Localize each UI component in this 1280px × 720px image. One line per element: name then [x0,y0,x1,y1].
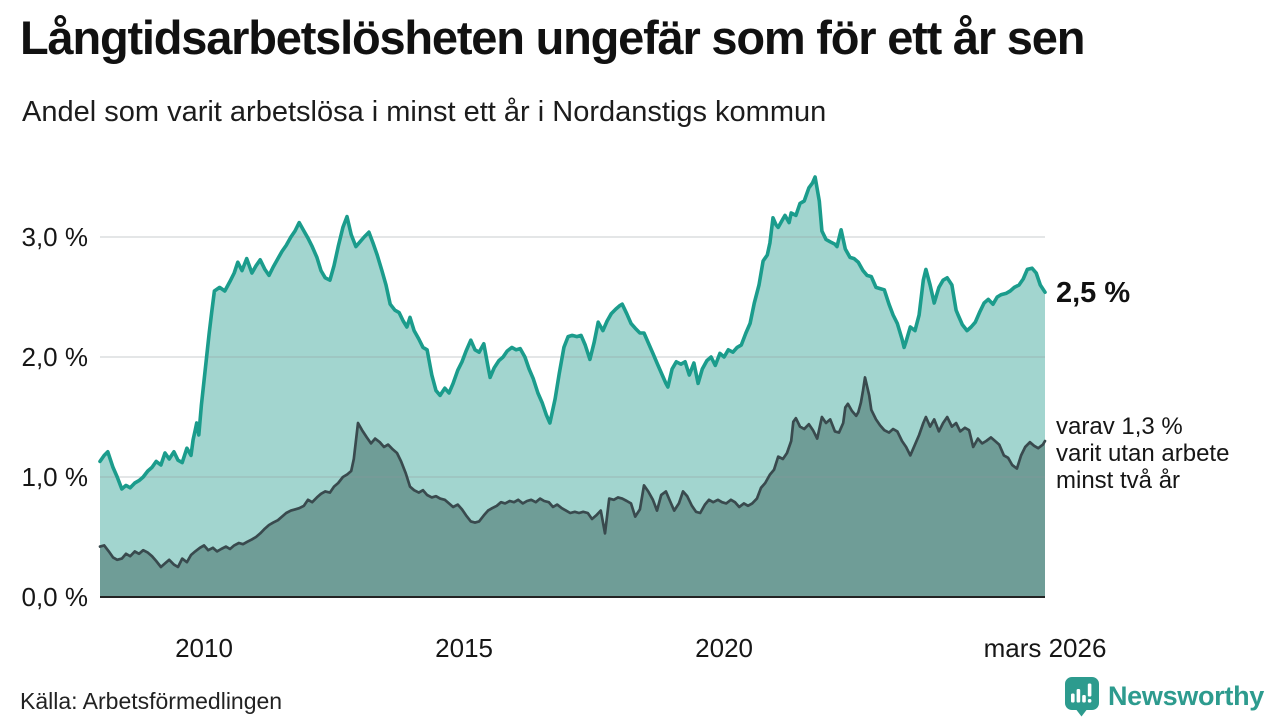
series1-end-value-label: 2,5 % [1056,277,1131,309]
line-series-1 [98,376,1047,569]
end-note-line-3: minst två år [1056,467,1181,494]
line-series-0 [98,175,1047,491]
chart-title: Långtidsarbetslösheten ungefär som för e… [20,11,1085,64]
end-note-line-2: varit utan arbete [1056,440,1230,467]
newsworthy-logo: Newsworthy [1063,676,1264,717]
y-tick-label-3: 3,0 % [22,222,89,252]
x-tick-label-2020: 2020 [695,633,753,663]
chart-subtitle: Andel som varit arbetslösa i minst ett å… [22,96,827,128]
x-tick-label-2010: 2010 [175,633,233,663]
newsworthy-icon [1064,677,1099,717]
x-tick-label-2015: 2015 [435,633,493,663]
y-tick-label-1: 1,0 % [22,462,89,492]
y-tick-label-0: 0,0 % [22,582,89,612]
area-fill-series-1 [100,377,1045,597]
source-credit: Källa: Arbetsförmedlingen [20,688,283,714]
series2-end-note: varav 1,3 % varit utan arbete minst två … [1056,413,1229,494]
x-tick-label-mars-2026: mars 2026 [984,633,1107,663]
end-note-line-1: varav 1,3 % [1056,413,1183,440]
y-tick-label-2: 2,0 % [22,342,89,372]
brand-name: Newsworthy [1107,681,1264,711]
